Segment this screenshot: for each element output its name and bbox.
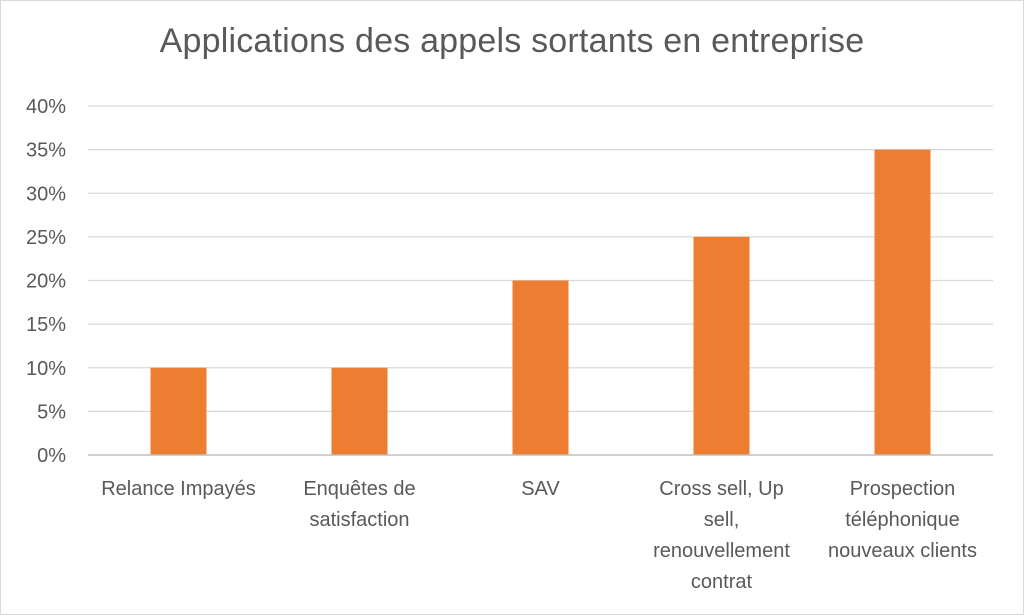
- y-tick-label: 15%: [26, 314, 66, 336]
- y-tick-label: 10%: [26, 358, 66, 380]
- bars: [150, 149, 931, 455]
- chart-title: Applications des appels sortants en entr…: [159, 22, 865, 60]
- bar: [331, 367, 388, 455]
- y-tick-label: 25%: [26, 227, 66, 249]
- x-tick-label-line: Cross sell, Up: [659, 478, 783, 500]
- bar: [512, 280, 569, 455]
- bar: [150, 367, 207, 455]
- y-tick-label: 5%: [37, 401, 66, 423]
- x-tick-label-line: Enquêtes de: [303, 478, 415, 500]
- x-axis-labels: Relance Impayés Enquêtes de satisfaction SA…: [101, 478, 977, 593]
- y-tick-label: 0%: [37, 445, 66, 467]
- x-tick-label-line: contrat: [691, 571, 753, 593]
- x-tick-label-line: téléphonique: [845, 509, 960, 531]
- x-tick-label-line: SAV: [521, 478, 560, 500]
- y-tick-label: 30%: [26, 183, 66, 205]
- x-tick-label-line: satisfaction: [309, 509, 409, 531]
- x-tick-label-line: nouveaux clients: [828, 540, 977, 562]
- y-axis-ticks: 0% 5% 10% 15% 20% 25% 30% 35% 40%: [26, 96, 66, 467]
- bar: [874, 149, 931, 455]
- y-tick-label: 20%: [26, 271, 66, 293]
- x-tick-label: SAV: [521, 478, 560, 500]
- bar: [693, 236, 750, 455]
- x-tick-label: Enquêtes de satisfaction: [303, 478, 415, 531]
- y-tick-label: 40%: [26, 96, 66, 118]
- x-tick-label: Cross sell, Up sell, renouvellement contrat: [653, 478, 790, 593]
- x-tick-label: Relance Impayés: [101, 478, 256, 500]
- y-tick-label: 35%: [26, 140, 66, 162]
- x-tick-label: Prospection téléphonique nouveaux clients: [828, 478, 977, 562]
- x-tick-label-line: renouvellement: [653, 540, 790, 562]
- x-tick-label-line: Relance Impayés: [101, 478, 256, 500]
- x-tick-label-line: sell,: [704, 509, 740, 531]
- x-tick-label-line: Prospection: [850, 478, 956, 500]
